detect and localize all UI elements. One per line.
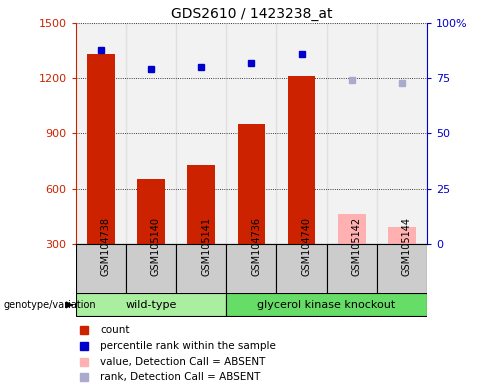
Text: percentile rank within the sample: percentile rank within the sample bbox=[100, 341, 276, 351]
Bar bbox=[326, 23, 377, 244]
Bar bbox=[76, 23, 126, 244]
Text: wild-type: wild-type bbox=[125, 300, 177, 310]
Text: glycerol kinase knockout: glycerol kinase knockout bbox=[258, 300, 396, 310]
Bar bbox=[326, 244, 377, 294]
Bar bbox=[288, 76, 315, 244]
Text: GSM105140: GSM105140 bbox=[151, 217, 161, 276]
Bar bbox=[226, 244, 276, 294]
Bar bbox=[187, 165, 215, 244]
Text: GSM105141: GSM105141 bbox=[201, 217, 211, 276]
Bar bbox=[276, 244, 326, 294]
Text: GSM104736: GSM104736 bbox=[251, 217, 261, 276]
Text: GSM105144: GSM105144 bbox=[402, 217, 412, 276]
Bar bbox=[76, 244, 126, 294]
Text: GSM105142: GSM105142 bbox=[352, 217, 362, 276]
Bar bbox=[176, 244, 226, 294]
Text: GSM104740: GSM104740 bbox=[302, 217, 311, 276]
Text: value, Detection Call = ABSENT: value, Detection Call = ABSENT bbox=[100, 357, 265, 367]
Bar bbox=[377, 244, 427, 294]
Bar bbox=[276, 23, 326, 244]
Text: rank, Detection Call = ABSENT: rank, Detection Call = ABSENT bbox=[100, 372, 260, 382]
Bar bbox=[176, 23, 226, 244]
Bar bbox=[126, 23, 176, 244]
Bar bbox=[137, 179, 165, 244]
Bar bbox=[377, 23, 427, 244]
Text: GSM104738: GSM104738 bbox=[101, 217, 111, 276]
Text: count: count bbox=[100, 326, 129, 336]
Bar bbox=[238, 124, 265, 244]
Title: GDS2610 / 1423238_at: GDS2610 / 1423238_at bbox=[171, 7, 332, 21]
Bar bbox=[226, 23, 276, 244]
Text: genotype/variation: genotype/variation bbox=[4, 300, 97, 310]
Bar bbox=[76, 293, 226, 316]
Bar bbox=[338, 214, 366, 244]
Bar bbox=[388, 227, 416, 244]
Bar bbox=[126, 244, 176, 294]
Bar bbox=[226, 293, 427, 316]
Bar bbox=[87, 54, 115, 244]
